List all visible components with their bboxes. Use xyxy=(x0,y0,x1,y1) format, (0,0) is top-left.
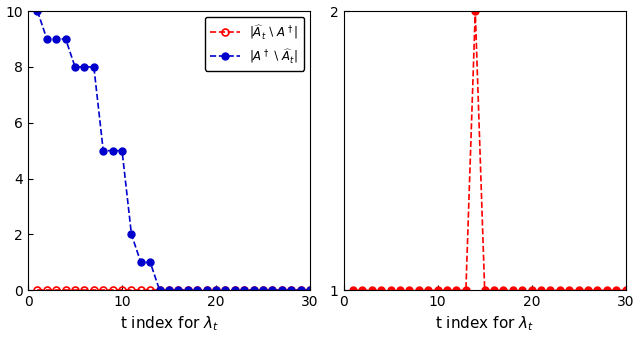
$|A^\dagger \setminus \widehat{A}_t|$ xyxy=(231,288,239,292)
$|A^\dagger \setminus \widehat{A}_t|$ xyxy=(306,288,314,292)
$|A^\dagger \setminus \widehat{A}_t|$ xyxy=(184,288,192,292)
$|\widehat{A}_t \setminus A^\dagger|$ xyxy=(118,288,126,292)
$|A^\dagger \setminus \widehat{A}_t|$ xyxy=(250,288,257,292)
$|\widehat{A}_t \setminus A^\dagger|$ xyxy=(259,288,267,292)
$|\widehat{A}_t \setminus A^\dagger|$ xyxy=(165,288,173,292)
$|\widehat{A}_t \setminus A^\dagger|$ xyxy=(212,288,220,292)
$|\widehat{A}_t \setminus A^\dagger|$ xyxy=(193,288,201,292)
$|A^\dagger \setminus \widehat{A}_t|$ xyxy=(34,9,42,13)
$|\widehat{A}_t \setminus A^\dagger|$ xyxy=(62,288,70,292)
$|\widehat{A}_t \setminus A^\dagger|$ xyxy=(147,288,154,292)
$|A^\dagger \setminus \widehat{A}_t|$ xyxy=(287,288,295,292)
$|A^\dagger \setminus \widehat{A}_t|$ xyxy=(156,288,163,292)
$|\widehat{A}_t \setminus A^\dagger|$ xyxy=(250,288,257,292)
$|\widehat{A}_t \setminus A^\dagger|$ xyxy=(241,288,248,292)
X-axis label: t index for $\lambda_t$: t index for $\lambda_t$ xyxy=(435,315,534,334)
$|A^\dagger \setminus \widehat{A}_t|$ xyxy=(175,288,182,292)
$|A^\dagger \setminus \widehat{A}_t|$ xyxy=(62,37,70,41)
X-axis label: t index for $\lambda_t$: t index for $\lambda_t$ xyxy=(120,315,218,334)
$|\widehat{A}_t \setminus A^\dagger|$ xyxy=(203,288,211,292)
$|\widehat{A}_t \setminus A^\dagger|$ xyxy=(175,288,182,292)
$|A^\dagger \setminus \widehat{A}_t|$ xyxy=(212,288,220,292)
$|A^\dagger \setminus \widehat{A}_t|$ xyxy=(99,149,107,153)
$|\widehat{A}_t \setminus A^\dagger|$ xyxy=(297,288,305,292)
$|\widehat{A}_t \setminus A^\dagger|$ xyxy=(231,288,239,292)
$|A^\dagger \setminus \widehat{A}_t|$ xyxy=(203,288,211,292)
$|A^\dagger \setminus \widehat{A}_t|$ xyxy=(147,260,154,264)
$|\widehat{A}_t \setminus A^\dagger|$ xyxy=(43,288,51,292)
$|A^\dagger \setminus \widehat{A}_t|$ xyxy=(221,288,229,292)
$|A^\dagger \setminus \widehat{A}_t|$ xyxy=(297,288,305,292)
Line: $|A^\dagger \setminus \widehat{A}_t|$: $|A^\dagger \setminus \widehat{A}_t|$ xyxy=(34,7,314,294)
$|\widehat{A}_t \setminus A^\dagger|$ xyxy=(127,288,135,292)
$|A^\dagger \setminus \widehat{A}_t|$ xyxy=(259,288,267,292)
Line: $|\widehat{A}_t \setminus A^\dagger|$: $|\widehat{A}_t \setminus A^\dagger|$ xyxy=(34,287,314,294)
$|\widehat{A}_t \setminus A^\dagger|$ xyxy=(99,288,107,292)
$|\widehat{A}_t \setminus A^\dagger|$ xyxy=(81,288,88,292)
$|\widehat{A}_t \setminus A^\dagger|$ xyxy=(109,288,116,292)
$|A^\dagger \setminus \widehat{A}_t|$ xyxy=(278,288,285,292)
$|A^\dagger \setminus \widehat{A}_t|$ xyxy=(52,37,60,41)
$|\widehat{A}_t \setminus A^\dagger|$ xyxy=(221,288,229,292)
$|\widehat{A}_t \setminus A^\dagger|$ xyxy=(156,288,163,292)
$|\widehat{A}_t \setminus A^\dagger|$ xyxy=(184,288,192,292)
$|\widehat{A}_t \setminus A^\dagger|$ xyxy=(278,288,285,292)
$|\widehat{A}_t \setminus A^\dagger|$ xyxy=(137,288,145,292)
$|\widehat{A}_t \setminus A^\dagger|$ xyxy=(287,288,295,292)
$|A^\dagger \setminus \widehat{A}_t|$ xyxy=(43,37,51,41)
$|A^\dagger \setminus \widehat{A}_t|$ xyxy=(127,233,135,237)
$|\widehat{A}_t \setminus A^\dagger|$ xyxy=(90,288,98,292)
$|A^\dagger \setminus \widehat{A}_t|$ xyxy=(90,65,98,69)
$|\widehat{A}_t \setminus A^\dagger|$ xyxy=(52,288,60,292)
$|A^\dagger \setminus \widehat{A}_t|$ xyxy=(165,288,173,292)
$|\widehat{A}_t \setminus A^\dagger|$ xyxy=(269,288,276,292)
$|A^\dagger \setminus \widehat{A}_t|$ xyxy=(241,288,248,292)
$|\widehat{A}_t \setminus A^\dagger|$ xyxy=(71,288,79,292)
Legend: $|\widehat{A}_t \setminus A^\dagger|$, $|A^\dagger \setminus \widehat{A}_t|$: $|\widehat{A}_t \setminus A^\dagger|$, $… xyxy=(205,17,304,71)
$|\widehat{A}_t \setminus A^\dagger|$ xyxy=(34,288,42,292)
$|A^\dagger \setminus \widehat{A}_t|$ xyxy=(193,288,201,292)
$|A^\dagger \setminus \widehat{A}_t|$ xyxy=(137,260,145,264)
$|\widehat{A}_t \setminus A^\dagger|$ xyxy=(306,288,314,292)
$|A^\dagger \setminus \widehat{A}_t|$ xyxy=(118,149,126,153)
$|A^\dagger \setminus \widehat{A}_t|$ xyxy=(81,65,88,69)
$|A^\dagger \setminus \widehat{A}_t|$ xyxy=(269,288,276,292)
$|A^\dagger \setminus \widehat{A}_t|$ xyxy=(71,65,79,69)
$|A^\dagger \setminus \widehat{A}_t|$ xyxy=(109,149,116,153)
